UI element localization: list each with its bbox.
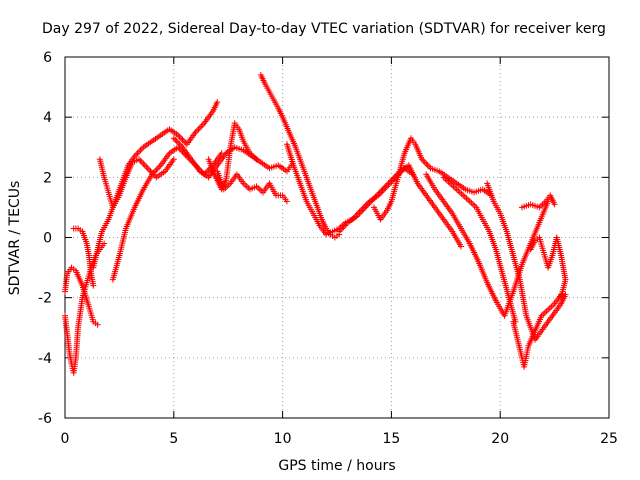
data-point (195, 126, 202, 133)
data-point (362, 204, 369, 211)
data-point (386, 178, 393, 185)
data-point (423, 160, 430, 167)
chart-title: Day 297 of 2022, Sidereal Day-to-day VTE… (42, 21, 606, 37)
data-point (385, 180, 392, 187)
series-sat-l (336, 162, 465, 250)
data-point (170, 156, 177, 163)
y-tick-label: -4 (38, 351, 52, 367)
series-sat-j (257, 72, 343, 241)
axis-ticks (64, 56, 610, 419)
x-tick-label: 5 (169, 431, 178, 447)
data-point (196, 124, 203, 131)
data-point (214, 99, 221, 106)
data-point (134, 150, 141, 157)
x-tick-label: 25 (600, 431, 618, 447)
x-tick-label: 0 (61, 431, 70, 447)
series-sat-d (90, 99, 221, 271)
x-tick-label: 10 (274, 431, 292, 447)
data-point (180, 138, 187, 145)
data-point (172, 136, 179, 143)
series-sat-n (423, 171, 552, 319)
data-point (253, 156, 260, 163)
data-point (558, 294, 565, 301)
data-point (141, 162, 148, 169)
data-point (175, 139, 182, 146)
series-sat-e (96, 156, 177, 211)
x-tick-label: 20 (491, 431, 509, 447)
data-point (173, 138, 180, 145)
data-point (90, 282, 97, 289)
data-point (143, 163, 150, 170)
data-point (283, 198, 290, 205)
data-point (151, 168, 158, 175)
data-point (137, 157, 144, 164)
y-tick-label: 4 (43, 110, 52, 126)
data-point (376, 189, 383, 196)
data-point (178, 135, 185, 142)
series-sat-m (370, 135, 495, 223)
data-point (384, 181, 391, 188)
data-point (101, 240, 108, 247)
series-sat-q (510, 291, 565, 370)
data-point (357, 208, 364, 215)
y-tick-label: 0 (43, 231, 52, 247)
series-sat-b (62, 264, 101, 328)
x-axis-label: GPS time / hours (278, 458, 395, 474)
y-tick-labels: -6 -4 -2 0 2 4 6 (38, 50, 52, 427)
data-point (94, 321, 101, 328)
data-point (356, 210, 363, 217)
y-tick-label: -2 (38, 291, 52, 307)
data-point (133, 151, 140, 158)
series-sat-a (62, 240, 108, 376)
data-point (363, 202, 370, 209)
data-point (170, 135, 177, 142)
data-point (360, 205, 367, 212)
series-sat-o (440, 174, 519, 325)
data-point (381, 184, 388, 191)
data-point (146, 166, 153, 173)
data-point (135, 148, 142, 155)
data-point (382, 183, 389, 190)
series-sat-c (70, 225, 97, 289)
y-tick-label: 6 (43, 50, 52, 66)
data-point (194, 127, 201, 134)
x-tick-labels: 0 5 10 15 20 25 (61, 431, 618, 447)
data-point (176, 133, 183, 140)
data-point (359, 207, 366, 214)
data-point (153, 166, 160, 173)
series-sat-r (527, 234, 569, 301)
x-tick-label: 15 (382, 431, 400, 447)
data-point (378, 187, 385, 194)
data-point (156, 163, 163, 170)
data-point (365, 201, 372, 208)
data-point (140, 160, 147, 167)
data-point (424, 162, 431, 169)
data-point (379, 186, 386, 193)
series-sat-s (518, 192, 558, 211)
data-point (176, 141, 183, 148)
data-points (62, 72, 569, 376)
data-point (388, 177, 395, 184)
y-tick-label: -6 (38, 411, 52, 427)
data-point (179, 136, 186, 143)
data-point (154, 165, 161, 172)
data-point (198, 123, 205, 130)
data-point (199, 121, 206, 128)
data-point (138, 145, 145, 152)
data-point (421, 159, 428, 166)
series-sat-i (205, 120, 260, 193)
data-point (458, 243, 465, 250)
data-point (355, 211, 362, 218)
y-axis-label: SDTVAR / TECUs (7, 181, 23, 296)
data-point (551, 201, 558, 208)
data-point (144, 165, 151, 172)
data-point (178, 142, 185, 149)
data-point (137, 147, 144, 154)
y-tick-label: 2 (43, 170, 52, 186)
